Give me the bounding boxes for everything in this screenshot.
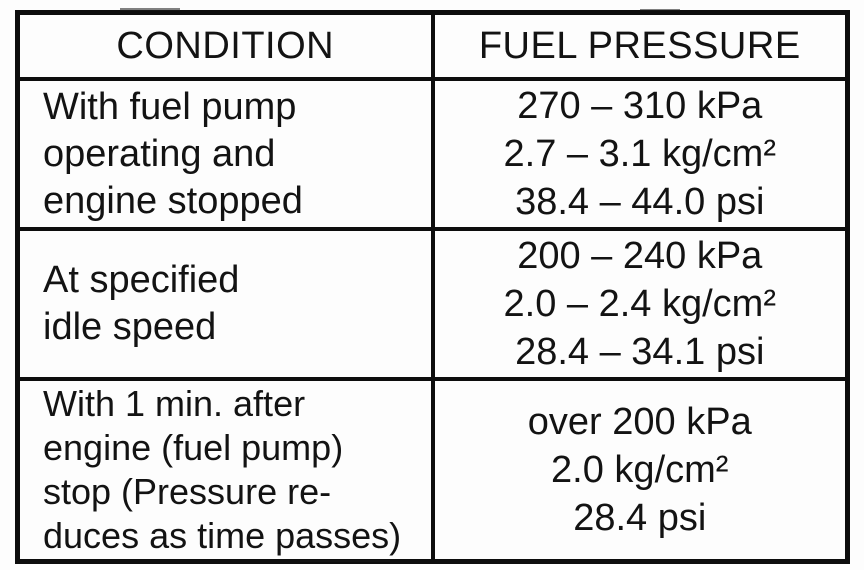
pressure-line: 28.4 psi [573, 497, 707, 539]
pressure-line: 200 – 240 kPa [517, 235, 763, 277]
condition-line: With fuel pump [43, 85, 297, 128]
pressure-cell: 270 – 310 kPa 2.7 – 3.1 kg/cm² 38.4 – 44… [430, 77, 850, 231]
header-fuel-pressure: FUEL PRESSURE [430, 10, 850, 81]
pressure-line: 38.4 – 44.0 psi [515, 181, 765, 223]
table-row: With fuel pump operating and engine stop… [15, 77, 850, 231]
condition-cell: With 1 min. after engine (fuel pump) sto… [15, 377, 435, 564]
table-row: At specified idle speed 200 – 240 kPa 2.… [15, 227, 850, 381]
pressure-line: 2.7 – 3.1 kg/cm² [503, 133, 776, 175]
condition-line: duces as time passes) [43, 515, 402, 556]
condition-line: With 1 min. after [43, 383, 306, 424]
condition-cell: With fuel pump operating and engine stop… [15, 77, 435, 231]
table-header-row: CONDITION FUEL PRESSURE [15, 10, 850, 81]
condition-line: operating and [43, 132, 276, 175]
pressure-cell: over 200 kPa 2.0 kg/cm² 28.4 psi [430, 377, 850, 564]
scan-speck [300, 560, 390, 562]
fuel-pressure-spec-table: CONDITION FUEL PRESSURE With fuel pump o… [15, 10, 850, 564]
condition-cell: At specified idle speed [15, 227, 435, 381]
condition-line: engine (fuel pump) [43, 427, 344, 468]
condition-line: At specified [43, 259, 240, 301]
header-condition: CONDITION [15, 10, 435, 81]
pressure-line: 270 – 310 kPa [517, 85, 763, 127]
pressure-cell: 200 – 240 kPa 2.0 – 2.4 kg/cm² 28.4 – 34… [430, 227, 850, 381]
pressure-line: 28.4 – 34.1 psi [515, 331, 765, 373]
condition-line: stop (Pressure re- [43, 471, 332, 512]
table-row: With 1 min. after engine (fuel pump) sto… [15, 377, 850, 564]
condition-line: idle speed [43, 306, 217, 348]
scan-speck [120, 8, 180, 11]
pressure-line: 2.0 kg/cm² [551, 449, 729, 491]
scan-speck [16, 120, 18, 150]
condition-line: engine stopped [43, 179, 303, 222]
pressure-line: over 200 kPa [527, 401, 752, 443]
scan-speck [640, 9, 680, 11]
pressure-line: 2.0 – 2.4 kg/cm² [503, 283, 776, 325]
